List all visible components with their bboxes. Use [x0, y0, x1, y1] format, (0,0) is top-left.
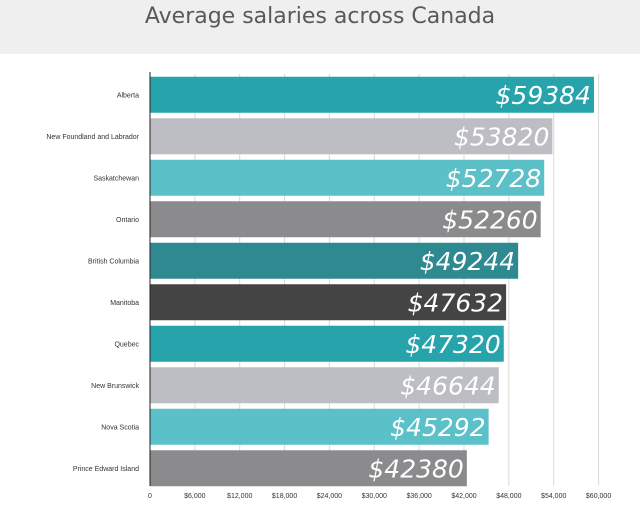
value-label-alberta: $59384	[496, 81, 591, 110]
category-label-manitoba: Manitoba	[110, 300, 139, 307]
category-label-alberta: Alberta	[117, 92, 139, 99]
value-label-saskatchewan: $52728	[446, 164, 541, 193]
chart-header: Average salaries across Canada	[0, 0, 640, 54]
category-labels: Alberta New Foundland and Labrador Saskatc…	[46, 92, 139, 473]
value-label-prince-edward-island: $42380	[368, 454, 463, 483]
category-label-quebec: Quebec	[114, 341, 139, 348]
bar-chart: Alberta New Foundland and Labrador Saskatc…	[46, 72, 611, 500]
x-tick-label-30-000: $30,000	[362, 493, 387, 500]
x-tick-label-0: 0	[148, 493, 152, 500]
value-labels: $59384 $53820 $52728 $52260 $49244 $47632 $473…	[368, 81, 591, 484]
value-label-new-brunswick: $46644	[400, 371, 495, 400]
x-tick-label-36-000: $36,000	[406, 493, 431, 500]
category-label-prince-edward-island: Prince Edward Island	[73, 466, 139, 473]
bar-quebec	[150, 325, 504, 362]
bar-new-brunswick	[150, 367, 499, 404]
category-label-saskatchewan: Saskatchewan	[93, 175, 139, 182]
category-label-ontario: Ontario	[116, 217, 139, 224]
category-label-nova-scotia: Nova Scotia	[101, 424, 139, 431]
bar-manitoba	[150, 284, 507, 321]
value-label-ontario: $52260	[442, 205, 537, 234]
x-tick-label-48-000: $48,000	[496, 493, 521, 500]
x-tick-label-60-000: $60,000	[586, 493, 611, 500]
bar-prince-edward-island	[150, 450, 467, 487]
x-tick-label-54-000: $54,000	[541, 493, 566, 500]
x-tick-label-12-000: $12,000	[227, 493, 252, 500]
bars	[150, 76, 594, 487]
bar-british-columbia	[150, 242, 519, 279]
x-axis-ticks: 0 $6,000 $12,000 $18,000 $24,000 $30,000 $36,0…	[148, 493, 611, 500]
bar-saskatchewan	[150, 159, 545, 196]
bar-new-foundland-and-labrador	[150, 118, 553, 155]
x-tick-label-24-000: $24,000	[317, 493, 342, 500]
category-label-new-foundland-and-labrador: New Foundland and Labrador	[46, 134, 139, 141]
category-label-new-brunswick: New Brunswick	[91, 383, 139, 390]
value-label-new-foundland-and-labrador: $53820	[454, 122, 549, 151]
chart-title: Average salaries across Canada	[144, 4, 496, 29]
x-tick-label-42-000: $42,000	[451, 493, 476, 500]
value-label-british-columbia: $49244	[420, 247, 515, 276]
x-tick-label-18-000: $18,000	[272, 493, 297, 500]
bar-alberta	[150, 76, 594, 113]
chart-area: Alberta New Foundland and Labrador Saskatc…	[0, 54, 640, 521]
x-tick-label-6-000: $6,000	[184, 493, 206, 500]
bar-ontario	[150, 201, 541, 238]
value-label-manitoba: $47632	[408, 288, 503, 317]
value-label-nova-scotia: $45292	[390, 413, 485, 442]
bar-nova-scotia	[150, 408, 489, 445]
category-label-british-columbia: British Columbia	[88, 258, 139, 265]
value-label-quebec: $47320	[405, 330, 500, 359]
